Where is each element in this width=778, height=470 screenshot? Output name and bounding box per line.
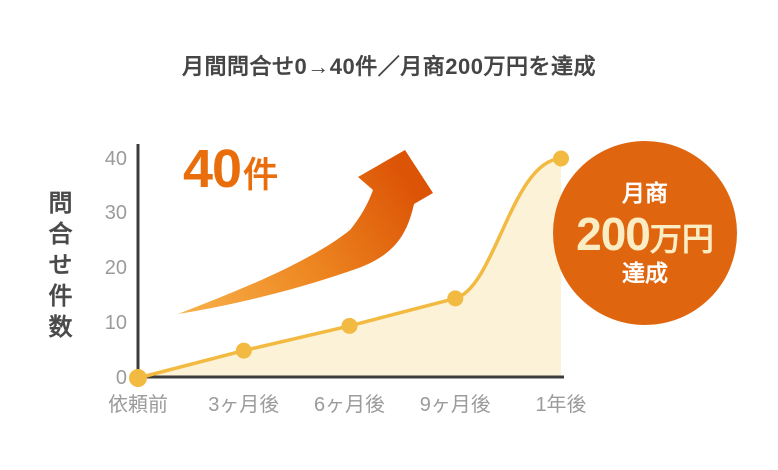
inquiries-callout: 40 件 <box>183 139 279 199</box>
data-point <box>553 150 569 167</box>
growth-arrow-icon <box>178 150 433 314</box>
data-point <box>235 342 252 359</box>
data-point <box>447 290 464 307</box>
badge-label-top: 月商 <box>622 179 668 206</box>
data-points <box>129 150 569 387</box>
data-point <box>129 369 147 387</box>
y-axis-title: 問合せ件数 <box>44 190 71 345</box>
badge-amount-unit: 万円 <box>649 220 714 257</box>
callout-value: 40 <box>183 139 242 199</box>
data-point <box>341 317 358 334</box>
revenue-badge: 月商 200 万円 達成 <box>553 141 737 325</box>
badge-amount: 200 <box>576 207 651 260</box>
badge-amount-row: 200 万円 <box>576 207 714 260</box>
chart-title: 月間問合せ0→40件／月商200万円を達成 <box>182 54 596 79</box>
area-fill <box>138 158 561 378</box>
callout-unit: 件 <box>243 156 279 195</box>
badge-label-bottom: 達成 <box>622 259 668 286</box>
